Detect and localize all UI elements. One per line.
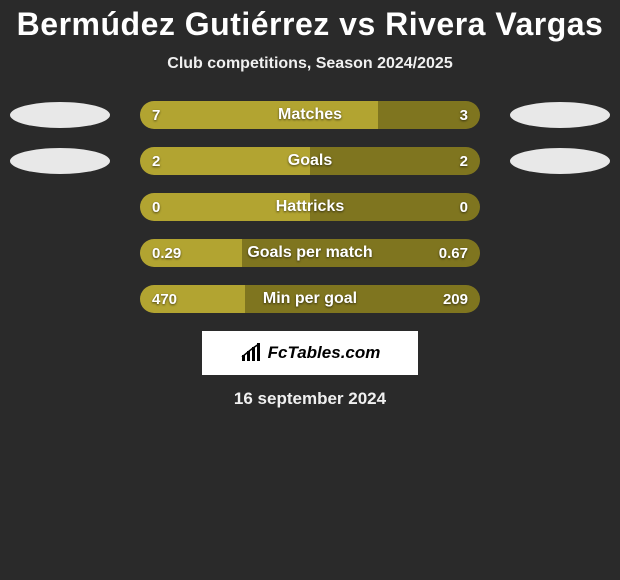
date-text: 16 september 2024 [0,389,620,409]
stat-bar: 00Hattricks [140,193,480,221]
stat-bar: 73Matches [140,101,480,129]
stat-value-left: 7 [152,101,160,129]
bar-right-segment [310,193,480,221]
bar-left-segment [140,147,310,175]
bar-left-segment [140,101,378,129]
stat-row: 00Hattricks [0,193,620,221]
stat-value-left: 470 [152,285,177,313]
stat-value-left: 0.29 [152,239,181,267]
stat-value-right: 0.67 [439,239,468,267]
stat-value-left: 2 [152,147,160,175]
stat-value-right: 3 [460,101,468,129]
oval-spacer [10,194,110,220]
bar-chart-icon [240,343,264,363]
stat-row: 0.290.67Goals per match [0,239,620,267]
bar-right-segment [310,147,480,175]
stat-value-left: 0 [152,193,160,221]
player-left-oval [10,102,110,128]
page-title: Bermúdez Gutiérrez vs Rivera Vargas [0,6,620,43]
player-right-oval [510,148,610,174]
stat-bar: 0.290.67Goals per match [140,239,480,267]
stat-bar: 22Goals [140,147,480,175]
player-left-oval [10,148,110,174]
player-right-oval [510,102,610,128]
stat-value-right: 2 [460,147,468,175]
oval-spacer [510,286,610,312]
oval-spacer [10,240,110,266]
stat-row: 73Matches [0,101,620,129]
footer-brand-box: FcTables.com [202,331,418,375]
footer-brand-text: FcTables.com [268,343,381,363]
comparison-rows: 73Matches22Goals00Hattricks0.290.67Goals… [0,101,620,313]
stat-row: 470209Min per goal [0,285,620,313]
stat-value-right: 0 [460,193,468,221]
oval-spacer [510,240,610,266]
oval-spacer [510,194,610,220]
subtitle: Club competitions, Season 2024/2025 [0,55,620,73]
stat-bar: 470209Min per goal [140,285,480,313]
stat-value-right: 209 [443,285,468,313]
oval-spacer [10,286,110,312]
stat-row: 22Goals [0,147,620,175]
bar-left-segment [140,193,310,221]
